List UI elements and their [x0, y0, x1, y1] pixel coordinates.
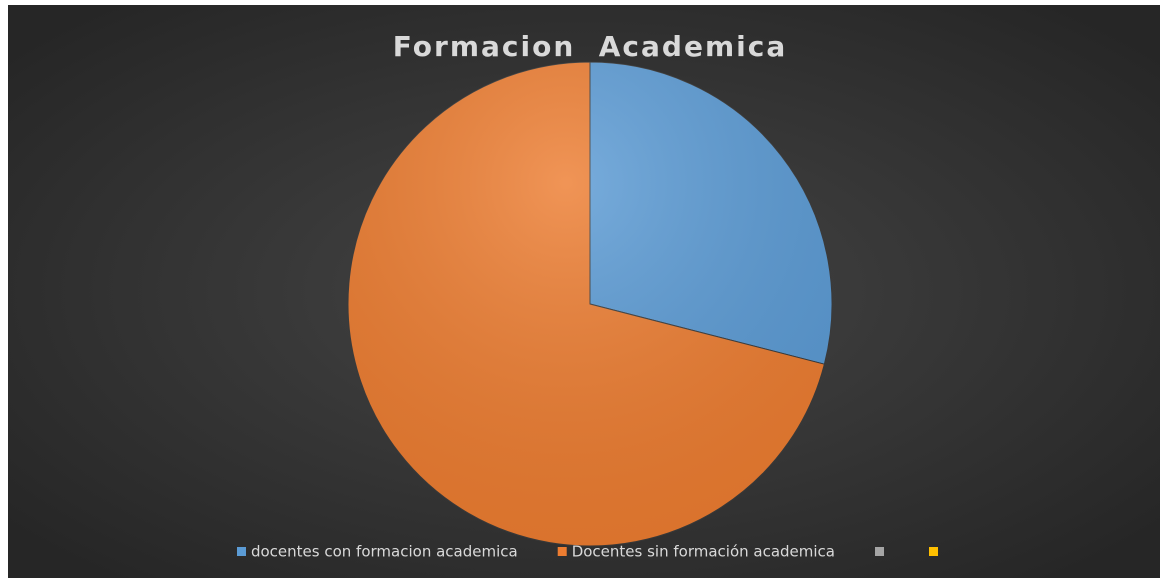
legend-swatch: [557, 547, 567, 556]
legend-label: Docentes sin formación academica: [572, 543, 835, 561]
pie: [347, 61, 833, 547]
legend-swatch: [929, 547, 939, 556]
legend: docentes con formacion academica Docentes…: [236, 543, 939, 561]
chart-title: Formacion Academica: [393, 30, 787, 63]
legend-label: docentes con formacion academica: [251, 543, 518, 561]
legend-swatch: [875, 547, 885, 556]
legend-swatch: [236, 547, 246, 556]
